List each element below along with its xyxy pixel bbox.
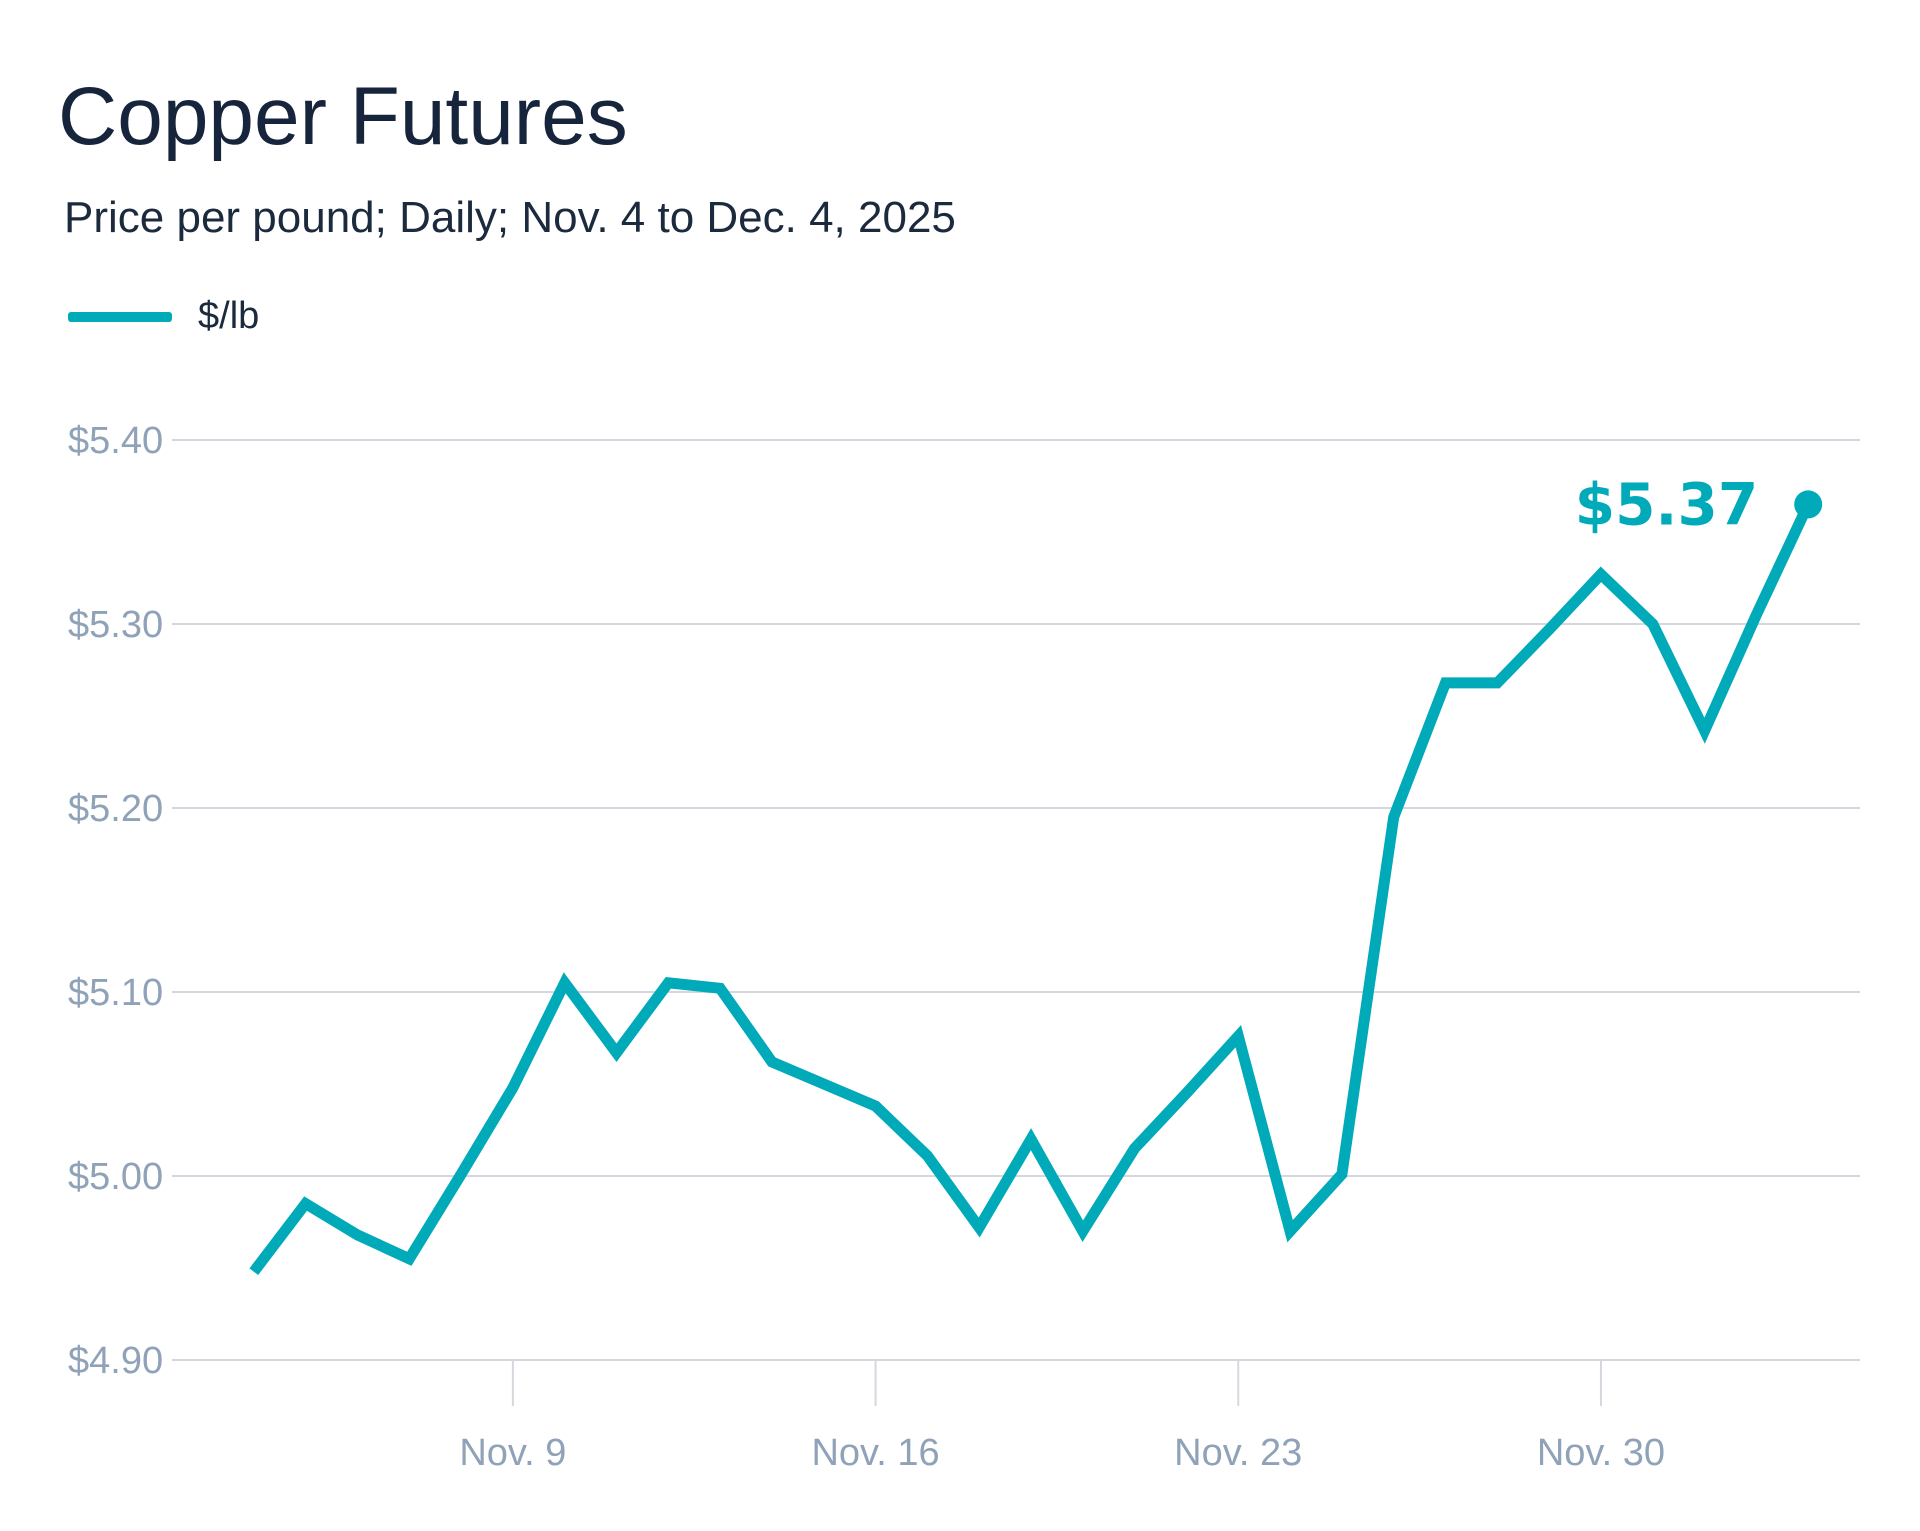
x-tick-label: Nov. 30 xyxy=(1537,1432,1665,1474)
y-tick-label: $5.20 xyxy=(68,788,163,830)
chart-subtitle: Price per pound; Daily; Nov. 4 to Dec. 4… xyxy=(64,193,956,242)
y-tick-label: $5.10 xyxy=(68,972,163,1014)
chart-title: Copper Futures xyxy=(58,71,628,162)
x-tick-label: Nov. 23 xyxy=(1174,1432,1302,1474)
annotation-layer: $5.37 xyxy=(1575,470,1758,538)
y-tick-label: $4.90 xyxy=(68,1340,163,1382)
end-point-marker xyxy=(1794,490,1823,519)
x-tick-label: Nov. 9 xyxy=(459,1432,566,1474)
grid-lines xyxy=(172,439,1860,1361)
end-value-label: $5.37 xyxy=(1575,470,1758,538)
series-line xyxy=(249,502,1814,1276)
x-axis: Nov. 9 Nov. 16 Nov. 23 Nov. 30 xyxy=(459,1360,1665,1474)
y-tick-label: $5.30 xyxy=(68,604,163,646)
legend-swatch xyxy=(68,311,172,322)
legend-label: $/lb xyxy=(198,295,260,337)
series-layer xyxy=(249,490,1823,1276)
x-tick-label: Nov. 16 xyxy=(811,1432,939,1474)
y-tick-label: $5.00 xyxy=(68,1156,163,1198)
legend: $/lb xyxy=(68,295,259,338)
y-tick-label: $5.40 xyxy=(68,420,163,462)
y-axis: $4.90 $5.00 $5.10 $5.20 $5.30 $5.40 xyxy=(68,420,163,1382)
